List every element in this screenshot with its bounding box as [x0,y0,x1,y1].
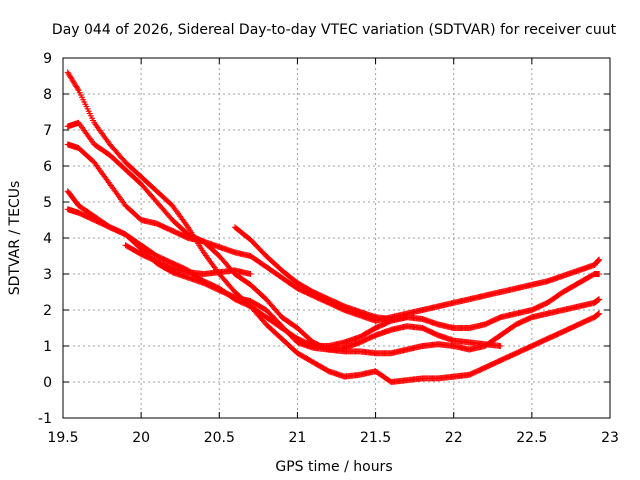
y-tick-label: 2 [43,303,52,319]
series-track-6 [122,242,254,277]
x-tick-label: 20.5 [204,430,235,446]
y-tick-label: 5 [43,195,52,211]
y-tick-label: -1 [38,411,52,427]
series-track-7 [231,224,410,322]
y-tick-label: 1 [43,339,52,355]
x-tick-label: 19.5 [47,430,78,446]
y-tick-label: 3 [43,267,52,283]
series-track-1 [64,69,603,385]
x-tick-label: 22.5 [516,430,547,446]
series-markers [64,141,603,324]
series-markers [64,188,603,349]
series-markers [122,242,254,277]
y-tick-label: 4 [43,231,52,247]
x-tick-label: 21.5 [360,430,391,446]
plot-border [62,57,611,419]
chart-title: Day 044 of 2026, Sidereal Day-to-day VTE… [52,22,617,38]
y-tick-label: 7 [43,123,52,139]
x-tick-label: 20 [132,430,150,446]
data-series [64,69,603,385]
y-tick-label: 0 [43,375,52,391]
x-tick-label: 21 [289,430,307,446]
series-track-3 [64,141,603,324]
series-markers [64,69,603,385]
series-track-4 [64,188,603,349]
y-axis-label: SDTVAR / TECUs [7,181,23,296]
x-axis-label: GPS time / hours [275,459,392,475]
y-tick-label: 9 [43,51,52,67]
x-tick-label: 23 [601,430,619,446]
series-markers [231,224,410,322]
grid-lines [63,58,610,418]
y-tick-label: 8 [43,87,52,103]
x-tick-label: 22 [445,430,463,446]
y-tick-label: 6 [43,159,52,175]
